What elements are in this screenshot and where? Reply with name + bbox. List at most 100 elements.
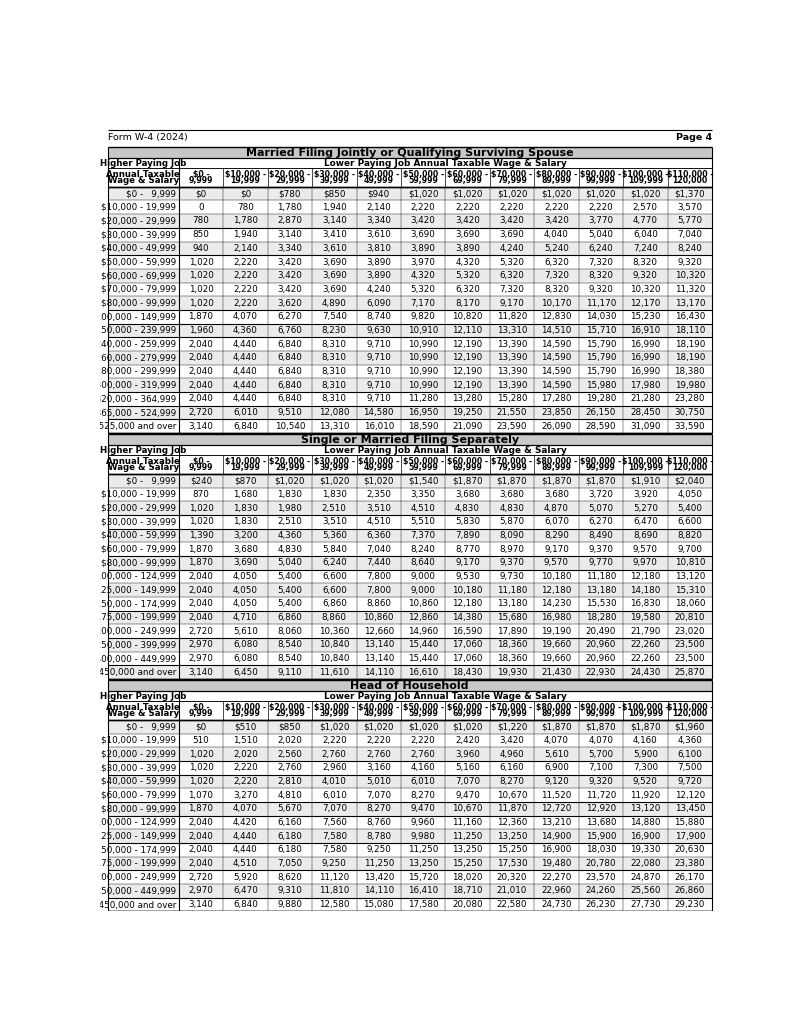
Text: 780: 780	[192, 216, 209, 225]
Text: 4,810: 4,810	[278, 791, 302, 800]
Text: 1,940: 1,940	[322, 203, 346, 212]
Text: 18,430: 18,430	[452, 668, 483, 677]
Text: $90,000 -: $90,000 -	[580, 702, 622, 712]
Text: 19,999: 19,999	[231, 710, 260, 718]
Text: 12,580: 12,580	[319, 900, 350, 909]
Text: $110,000 -: $110,000 -	[666, 457, 713, 466]
Text: 8,970: 8,970	[500, 545, 524, 554]
Text: 10,840: 10,840	[319, 654, 350, 663]
Text: 16,430: 16,430	[674, 312, 705, 322]
Text: 6,100: 6,100	[678, 750, 702, 759]
Text: 2,040: 2,040	[188, 353, 213, 362]
Text: 3,160: 3,160	[366, 763, 391, 772]
Text: 6,760: 6,760	[278, 326, 302, 335]
Text: 31,090: 31,090	[630, 422, 661, 431]
Text: $70,000 -: $70,000 -	[492, 170, 532, 179]
Text: $1,020: $1,020	[452, 189, 483, 198]
Text: 28,450: 28,450	[630, 408, 661, 417]
Text: 870: 870	[192, 489, 209, 499]
Text: 16,590: 16,590	[452, 627, 483, 636]
Text: 17,280: 17,280	[541, 394, 571, 403]
Text: Annual Taxable: Annual Taxable	[106, 170, 180, 179]
Text: $1,020: $1,020	[541, 189, 571, 198]
Text: 14,110: 14,110	[364, 668, 394, 677]
Text: 3,690: 3,690	[455, 230, 480, 240]
Text: 3,420: 3,420	[411, 216, 436, 225]
Text: Annual Taxable: Annual Taxable	[106, 457, 180, 466]
Text: 5,320: 5,320	[500, 257, 524, 266]
Text: 2,020: 2,020	[278, 736, 302, 744]
Text: $240,000 - 259,999: $240,000 - 259,999	[90, 340, 176, 348]
Text: 6,840: 6,840	[278, 367, 302, 376]
Text: 22,930: 22,930	[586, 668, 616, 677]
Text: 4,360: 4,360	[678, 736, 702, 744]
Text: 19,250: 19,250	[452, 408, 483, 417]
Text: 1,390: 1,390	[188, 530, 213, 540]
Text: 3,680: 3,680	[544, 489, 569, 499]
Bar	[108, 283, 712, 296]
Text: 89,999: 89,999	[542, 710, 571, 718]
Text: 4,070: 4,070	[233, 312, 258, 322]
Bar	[108, 434, 712, 445]
Text: 2,220: 2,220	[589, 203, 614, 212]
Text: 30,750: 30,750	[674, 408, 705, 417]
Text: 18,190: 18,190	[674, 340, 705, 348]
Text: $125,000 - 149,999: $125,000 - 149,999	[90, 831, 176, 841]
Text: 8,860: 8,860	[366, 599, 391, 608]
Bar	[108, 857, 712, 870]
Text: 17,530: 17,530	[496, 859, 527, 868]
Text: $1,020: $1,020	[364, 722, 394, 731]
Text: 18,590: 18,590	[408, 422, 438, 431]
Text: 7,540: 7,540	[322, 312, 347, 322]
Text: 15,230: 15,230	[630, 312, 661, 322]
Text: $10,000 - 19,999: $10,000 - 19,999	[101, 203, 176, 212]
Text: 15,080: 15,080	[363, 900, 394, 909]
Text: 9,630: 9,630	[366, 326, 391, 335]
Text: 21,790: 21,790	[630, 627, 661, 636]
Text: 2,040: 2,040	[188, 367, 213, 376]
Text: 9,250: 9,250	[366, 845, 391, 854]
Text: 14,590: 14,590	[541, 367, 571, 376]
Text: 16,950: 16,950	[408, 408, 438, 417]
Text: 20,780: 20,780	[586, 859, 616, 868]
Text: 7,040: 7,040	[366, 545, 391, 554]
Text: 2,040: 2,040	[188, 381, 213, 390]
Text: 2,040: 2,040	[188, 831, 213, 841]
Text: 29,999: 29,999	[275, 710, 305, 718]
Text: Higher Paying Job: Higher Paying Job	[100, 692, 187, 700]
Text: 10,990: 10,990	[408, 381, 438, 390]
Text: $40,000 - 59,999: $40,000 - 59,999	[101, 530, 176, 540]
Text: $200,000 - 249,999: $200,000 - 249,999	[90, 872, 176, 882]
Text: 6,320: 6,320	[544, 257, 569, 266]
Text: 4,240: 4,240	[366, 285, 391, 294]
Text: Lower Paying Job Annual Taxable Wage & Salary: Lower Paying Job Annual Taxable Wage & S…	[324, 159, 567, 168]
Text: Form W-4 (2024): Form W-4 (2024)	[108, 133, 188, 142]
Text: 7,070: 7,070	[455, 777, 480, 785]
Text: $20,000 -: $20,000 -	[269, 170, 310, 179]
Text: 20,810: 20,810	[674, 613, 705, 622]
Text: 7,500: 7,500	[678, 763, 702, 772]
Text: $1,540: $1,540	[408, 476, 438, 485]
Text: 6,320: 6,320	[455, 285, 480, 294]
Text: 1,870: 1,870	[188, 804, 214, 813]
Text: 69,999: 69,999	[452, 463, 483, 472]
Bar	[108, 487, 712, 501]
Text: 2,220: 2,220	[500, 203, 524, 212]
Text: 4,440: 4,440	[233, 845, 258, 854]
Text: 9,470: 9,470	[411, 804, 436, 813]
Text: 15,250: 15,250	[497, 845, 527, 854]
Text: 3,200: 3,200	[233, 530, 258, 540]
Text: 12,920: 12,920	[586, 804, 616, 813]
Text: 1,980: 1,980	[278, 504, 302, 513]
Text: 7,560: 7,560	[322, 818, 347, 827]
Text: 11,180: 11,180	[586, 572, 616, 581]
Text: $450,000 and over: $450,000 and over	[93, 900, 176, 909]
Text: 12,360: 12,360	[497, 818, 527, 827]
Text: 3,140: 3,140	[322, 216, 347, 225]
Text: 3,620: 3,620	[278, 299, 302, 307]
Text: 10,180: 10,180	[452, 586, 483, 595]
Text: 6,180: 6,180	[278, 845, 302, 854]
Text: 5,040: 5,040	[278, 558, 302, 567]
Text: 9,120: 9,120	[544, 777, 569, 785]
Text: 14,510: 14,510	[541, 326, 571, 335]
